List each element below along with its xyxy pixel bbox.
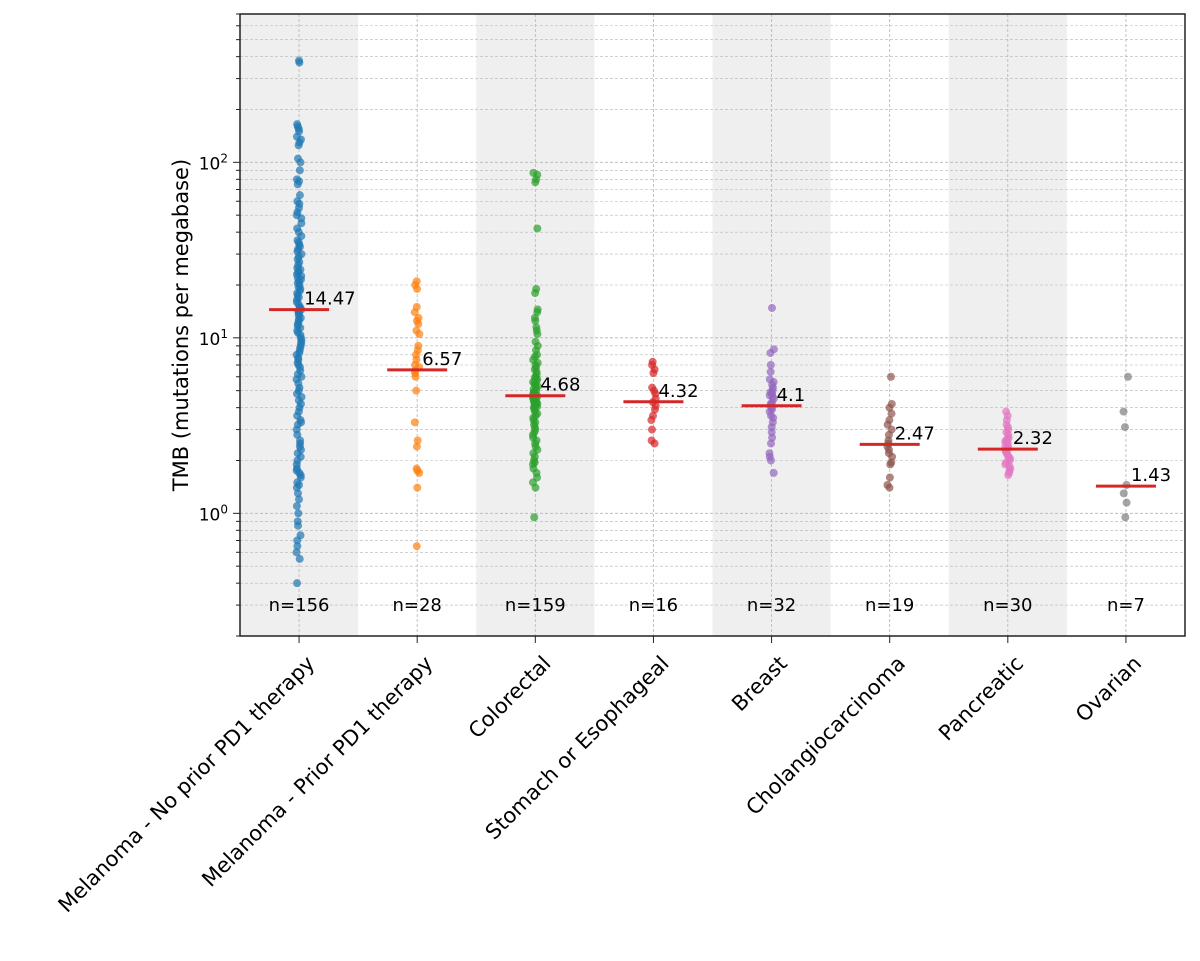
data-point (531, 483, 540, 492)
data-point (412, 386, 421, 395)
data-point (1004, 471, 1013, 480)
data-point (531, 178, 540, 187)
x-axis: Melanoma - No prior PD1 therapyMelanoma … (54, 636, 1146, 917)
plot-frame (239, 13, 1186, 637)
data-point (410, 418, 419, 427)
count-label: n=159 (505, 595, 566, 616)
data-point (766, 439, 775, 448)
data-point (293, 536, 302, 545)
data-point (766, 348, 775, 357)
data-point (1120, 423, 1129, 432)
median-value-label: 2.47 (895, 423, 935, 444)
data-point (1124, 372, 1133, 381)
data-point (295, 58, 304, 67)
data-point (1122, 498, 1131, 507)
data-point (412, 442, 421, 451)
data-point (766, 456, 775, 465)
y-tick-label: 101 (199, 327, 228, 350)
y-tick-label: 100 (199, 502, 228, 525)
x-tick-label: Breast (727, 651, 792, 716)
median-lines (269, 308, 1156, 488)
data-point (766, 367, 775, 376)
median-value-label: 4.1 (777, 385, 806, 406)
data-point (647, 416, 656, 425)
x-tick-label: Pancreatic (934, 651, 1028, 745)
data-point (293, 180, 302, 189)
x-tick-label: Ovarian (1071, 651, 1146, 726)
data-point (411, 372, 420, 381)
data-point (415, 330, 424, 339)
x-tick-label: Melanoma - Prior PD1 therapy (197, 651, 437, 891)
data-point (1119, 489, 1128, 498)
data-point (414, 319, 423, 328)
x-tick-label: Colorectal (464, 651, 556, 743)
data-point (292, 502, 301, 511)
data-point (415, 468, 424, 477)
count-label: n=19 (865, 595, 914, 616)
data-point (295, 191, 304, 200)
data-point (768, 303, 777, 312)
data-point (531, 289, 540, 298)
data-point (533, 330, 542, 339)
data-point (293, 542, 302, 551)
data-point (885, 473, 894, 482)
median-value-label: 2.32 (1013, 428, 1053, 449)
data-point (530, 513, 539, 522)
data-point (294, 509, 303, 518)
data-point (649, 369, 658, 378)
count-label: n=7 (1107, 595, 1145, 616)
data-point (292, 548, 301, 557)
count-label: n=16 (629, 595, 678, 616)
count-label: n=28 (392, 595, 441, 616)
y-axis-label: TMB (mutations per megabase) (169, 159, 193, 492)
x-tick-label: Melanoma - No prior PD1 therapy (54, 651, 320, 917)
median-value-label: 14.47 (304, 289, 356, 310)
count-label: n=156 (269, 595, 330, 616)
data-point (531, 316, 540, 325)
median-value-label: 4.32 (658, 381, 698, 402)
data-point (647, 425, 656, 434)
data-point (295, 554, 304, 563)
data-point (1121, 513, 1130, 522)
data-point (412, 542, 421, 551)
data-point (413, 284, 422, 293)
data-point (886, 460, 895, 469)
data-point (410, 308, 419, 317)
data-point (1119, 407, 1128, 416)
y-tick-label: 102 (199, 151, 228, 174)
data-point (293, 489, 302, 498)
data-point (766, 361, 775, 370)
data-point (292, 579, 301, 588)
annotations: 14.47 n=156 6.57 n=28 4.68 n=159 4.32 n=16 4.1 n=… (269, 289, 1171, 616)
median-value-label: 6.57 (422, 349, 462, 370)
data-point (886, 372, 895, 381)
data-point (650, 439, 659, 448)
data-point (885, 483, 894, 492)
median-value-label: 1.43 (1131, 465, 1171, 486)
data-point (650, 405, 659, 414)
count-label: n=32 (747, 595, 796, 616)
data-point (413, 436, 422, 445)
data-point (296, 158, 305, 167)
y-axis: 100 101 102 (199, 13, 240, 637)
data-point (413, 483, 422, 492)
data-point (294, 141, 303, 150)
data-point (769, 468, 778, 477)
data-point (294, 521, 303, 530)
data-point (295, 166, 304, 175)
data-point (295, 495, 304, 504)
count-label: n=30 (983, 595, 1032, 616)
data-points (292, 56, 1133, 588)
median-value-label: 4.68 (540, 375, 580, 396)
data-point (533, 224, 542, 233)
data-point (887, 409, 896, 418)
